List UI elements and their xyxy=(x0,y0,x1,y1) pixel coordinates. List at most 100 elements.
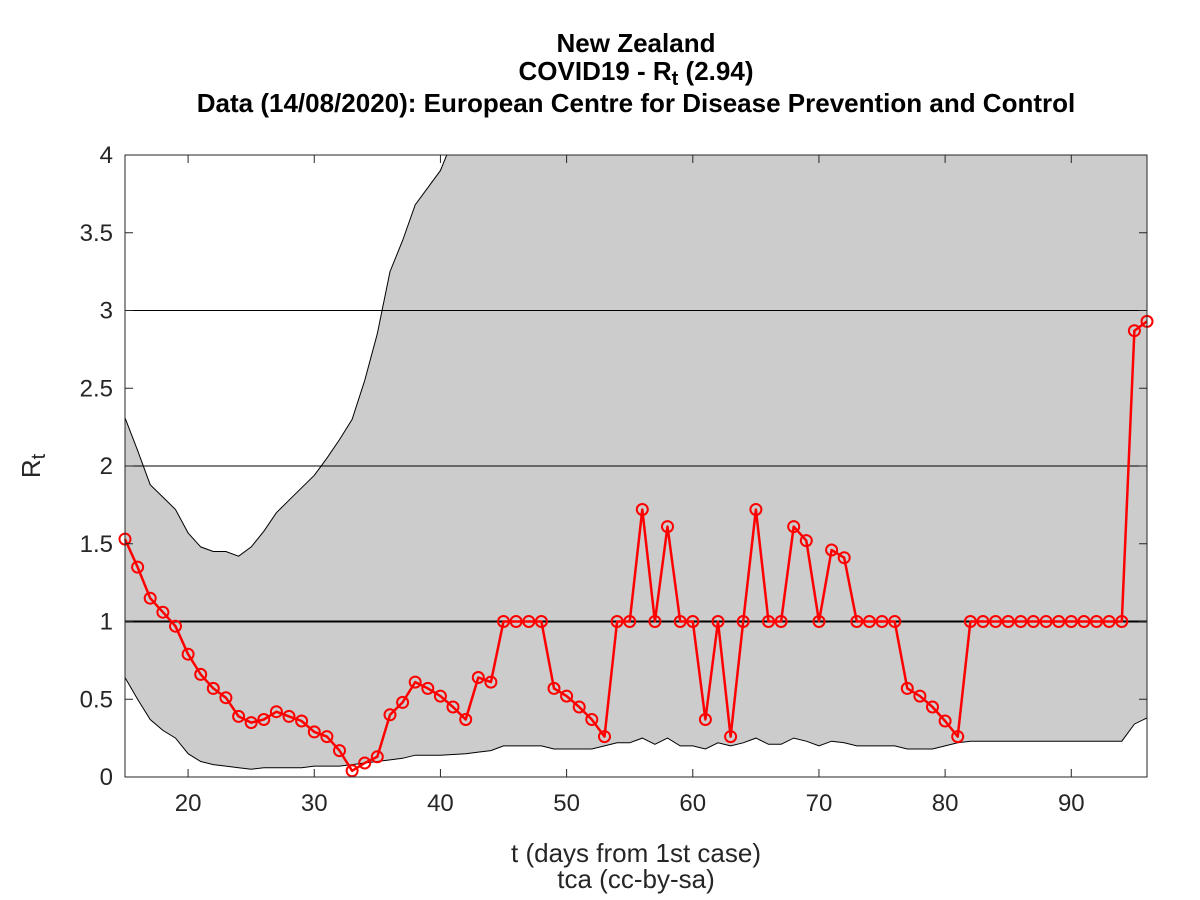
y-tick-label: 1 xyxy=(100,609,113,636)
series-point xyxy=(408,675,422,689)
series-point xyxy=(169,619,182,633)
series-point xyxy=(497,615,510,628)
series-point xyxy=(686,615,700,628)
x-tick-label: 20 xyxy=(175,790,202,817)
series-point xyxy=(900,681,914,695)
series-point xyxy=(598,730,611,744)
series-point xyxy=(951,730,965,744)
series-point xyxy=(219,691,233,705)
series-point xyxy=(976,615,990,628)
rt-series xyxy=(118,314,1154,778)
series-point xyxy=(774,615,788,628)
y-tick-label: 2.5 xyxy=(80,375,113,402)
y-axis-label-subscript: t xyxy=(28,453,50,459)
series-point xyxy=(698,713,712,726)
series-point xyxy=(610,615,624,628)
y-tick-label: 2 xyxy=(100,453,113,480)
x-tick-label: 70 xyxy=(806,790,833,817)
series-point xyxy=(269,705,283,719)
x-tick-label: 50 xyxy=(553,790,580,817)
series-point xyxy=(509,615,523,628)
series-point xyxy=(913,689,927,703)
series-point xyxy=(320,730,334,744)
series-point xyxy=(673,615,687,628)
x-tick-label: 90 xyxy=(1058,790,1085,817)
series-point xyxy=(206,681,220,695)
series-point xyxy=(963,615,977,628)
series-point xyxy=(131,560,145,574)
series-point xyxy=(370,750,384,764)
series-point xyxy=(1026,615,1040,628)
series-point xyxy=(459,713,473,726)
series-point xyxy=(194,667,208,681)
series-point xyxy=(143,591,157,605)
series-point xyxy=(295,714,309,728)
series-point xyxy=(623,615,637,628)
series-point xyxy=(358,756,372,770)
chart-title-country: New Zealand xyxy=(557,28,716,58)
series-point xyxy=(421,681,435,695)
series-point xyxy=(1014,615,1028,628)
series-point xyxy=(257,713,271,726)
series-point xyxy=(938,714,952,728)
chart-title-subscript: t xyxy=(672,68,679,90)
series-point xyxy=(282,709,296,723)
series-point xyxy=(736,615,750,628)
x-tick-label: 40 xyxy=(427,790,454,817)
series-point xyxy=(572,700,586,714)
y-tick-label: 3.5 xyxy=(80,220,113,247)
series-point xyxy=(862,615,876,628)
axes xyxy=(124,154,1148,778)
series-point xyxy=(1052,615,1066,628)
series-point xyxy=(484,675,498,689)
band-upper-edge xyxy=(125,155,448,557)
series-point xyxy=(635,503,649,516)
series-point xyxy=(749,503,763,516)
x-tick-label: 30 xyxy=(301,790,328,817)
series-point xyxy=(1064,615,1078,628)
series-point xyxy=(345,764,359,778)
series-point xyxy=(1077,615,1091,628)
series-point xyxy=(711,615,725,628)
series-point xyxy=(648,615,662,628)
series-point xyxy=(471,671,485,684)
y-tick-label: 4 xyxy=(100,142,113,169)
x-tick-label: 80 xyxy=(932,790,959,817)
series-point xyxy=(837,551,851,565)
chart-title-metric: COVID19 - Rt (2.94) xyxy=(519,56,754,90)
series-point xyxy=(433,689,447,703)
y-tick-label: 1.5 xyxy=(80,531,113,558)
series-point xyxy=(762,615,775,628)
series-point xyxy=(181,647,195,661)
y-tick-label: 0 xyxy=(100,764,113,791)
series-point xyxy=(1115,615,1129,628)
band-fill xyxy=(125,155,1147,770)
series-point xyxy=(396,695,410,709)
series-point xyxy=(799,534,813,548)
series-point xyxy=(926,700,939,714)
series-point xyxy=(1127,324,1141,338)
series-point xyxy=(1001,615,1015,628)
x-tick-label: 60 xyxy=(679,790,706,817)
x-axis-label: t (days from 1st case) xyxy=(511,838,761,868)
tick-labels: 20 30 40 50 60 70 80 90 0 0.5 1 1.5 2 2.5 3 3.5 4 xyxy=(80,142,1085,817)
series-point xyxy=(522,615,536,628)
series-point xyxy=(787,520,801,534)
series-point xyxy=(888,615,902,628)
series-point xyxy=(156,605,170,619)
series-point xyxy=(560,689,574,703)
y-tick-label: 0.5 xyxy=(80,686,113,713)
confidence-band xyxy=(125,155,1147,770)
series-point xyxy=(446,700,460,714)
series-point xyxy=(812,615,826,628)
series-point xyxy=(333,744,346,758)
series-point xyxy=(244,716,258,730)
series-point xyxy=(383,708,397,722)
series-point xyxy=(875,615,889,628)
credit-label: tca (cc-by-sa) xyxy=(557,864,714,894)
series-point xyxy=(307,725,321,739)
series-point xyxy=(724,730,738,744)
series-point xyxy=(1090,615,1103,628)
series-point xyxy=(232,709,246,723)
